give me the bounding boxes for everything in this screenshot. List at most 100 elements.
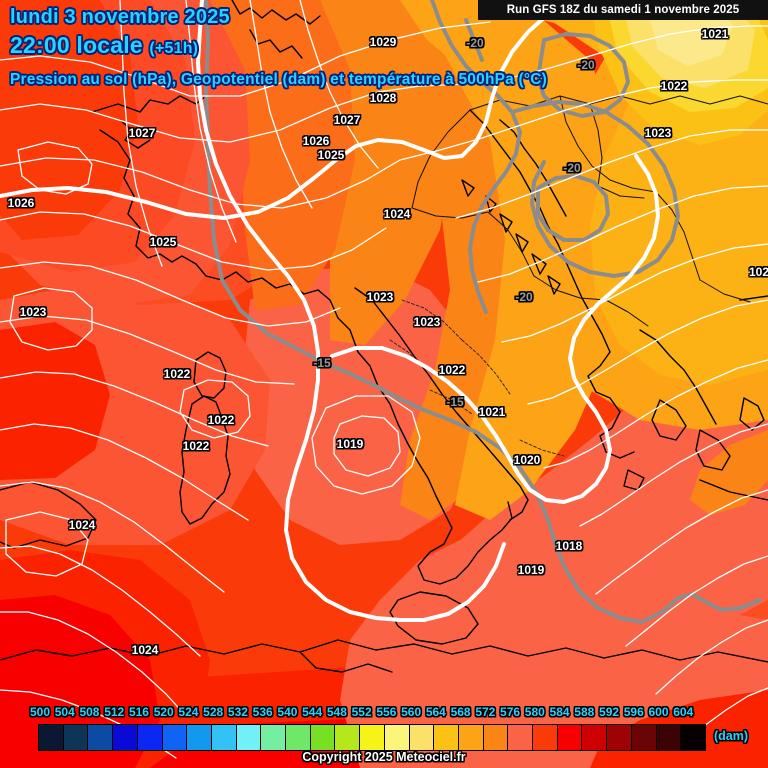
legend-swatch — [335, 725, 361, 750]
isobar-label: 1023 — [366, 290, 394, 304]
isobar-label: 1028 — [369, 91, 397, 105]
forecast-date-line: lundi 3 novembre 2025 — [10, 6, 230, 28]
isobar-label: 1027 — [333, 113, 361, 127]
copyright-notice: Copyright 2025 Meteociel.fr — [302, 750, 466, 764]
legend-tick: 512 — [104, 705, 125, 719]
legend-swatch — [483, 725, 509, 750]
legend-swatch — [39, 725, 64, 750]
legend-swatch — [187, 725, 212, 750]
legend-tick: 528 — [203, 705, 224, 719]
temperature-contour-label: -20 — [466, 36, 484, 50]
isobar-label: 1022 — [660, 79, 688, 93]
legend-tick: 552 — [351, 705, 372, 719]
forecast-time-line: 22:00 locale (+51h) — [10, 32, 198, 59]
legend-swatch — [533, 725, 558, 750]
legend-unit-label: (dam) — [714, 729, 749, 743]
temperature-contour-label: -20 — [577, 58, 595, 72]
legend-swatch — [458, 725, 484, 750]
forecast-lead-time: (+51h) — [149, 40, 199, 57]
legend-tick: 536 — [252, 705, 273, 719]
legend-tick: 580 — [524, 705, 545, 719]
legend-swatch — [384, 725, 410, 750]
legend-tick: 500 — [29, 705, 51, 719]
legend-swatch — [557, 725, 583, 750]
temperature-contour-label: -15 — [446, 395, 464, 409]
isobar-label: 1023 — [19, 305, 47, 319]
legend-tick: 600 — [648, 705, 669, 719]
legend-swatch — [113, 725, 138, 750]
temperature-contour-label: -20 — [515, 290, 533, 304]
legend-tick: 508 — [79, 705, 100, 719]
isobar-label: 1025 — [317, 148, 345, 162]
legend-swatch — [63, 725, 89, 750]
legend-swatch — [236, 725, 262, 750]
color-scale-legend: 500 504 508 512 516 520 524 528 532 536 540 544 548 5… — [0, 705, 768, 768]
legend-color-swatches — [38, 724, 706, 751]
isobar-label: 1022 — [182, 439, 210, 453]
legend-swatch — [631, 725, 657, 750]
legend-tick: 596 — [623, 705, 644, 719]
legend-swatch — [434, 725, 459, 750]
legend-tick: 524 — [178, 705, 199, 719]
isobar-label: 1023 — [413, 315, 441, 329]
legend-swatch — [88, 725, 114, 750]
isobar-label: 1025 — [149, 235, 177, 249]
legend-tick: 576 — [500, 705, 521, 719]
legend-tick: 556 — [376, 705, 397, 719]
legend-swatch — [137, 725, 163, 750]
legend-swatch — [162, 725, 188, 750]
temperature-contour-label: -20 — [563, 161, 581, 175]
forecast-parameters-line: Pression au sol (hPa), Geopotentiel (dam… — [10, 71, 547, 88]
legend-tick: 532 — [227, 705, 248, 719]
legend-swatch — [681, 725, 705, 750]
isobar-label: 1022 — [438, 363, 466, 377]
legend-tick: 504 — [54, 705, 75, 719]
forecast-time-local: 22:00 locale — [10, 32, 143, 58]
isobar-label: 1021 — [478, 405, 506, 419]
legend-tick-labels: 500 504 508 512 516 520 524 528 532 536 540 544 548 5… — [0, 705, 768, 723]
legend-swatch — [286, 725, 311, 750]
isobar-label: 102 — [748, 265, 768, 279]
model-run-banner: Run GFS 18Z du samedi 1 novembre 2025 — [478, 0, 768, 20]
isobar-label: 1022 — [163, 367, 191, 381]
isobar-label: 1023 — [644, 126, 672, 140]
legend-swatch — [261, 725, 287, 750]
legend-swatch — [211, 725, 237, 750]
legend-swatch — [310, 725, 336, 750]
isobar-label: 1029 — [369, 35, 397, 49]
legend-tick: 560 — [401, 705, 422, 719]
legend-swatch — [409, 725, 435, 750]
legend-swatch — [607, 725, 632, 750]
isobar-label: 1024 — [68, 518, 96, 532]
isobar-label: 1026 — [302, 134, 330, 148]
legend-tick: 540 — [277, 705, 298, 719]
isobar-label: 1027 — [128, 126, 156, 140]
isobar-label: 1022 — [207, 413, 235, 427]
temperature-contour-label: -15 — [313, 356, 331, 370]
legend-tick: 572 — [475, 705, 496, 719]
isobar-label: 1024 — [383, 207, 411, 221]
legend-tick: 592 — [599, 705, 620, 719]
isobar-label: 1018 — [555, 539, 583, 553]
legend-tick: 564 — [425, 705, 446, 719]
legend-tick: 548 — [326, 705, 347, 719]
isobar-label: 1021 — [701, 27, 729, 41]
legend-tick: 568 — [450, 705, 471, 719]
isobar-label: 1024 — [131, 643, 159, 657]
isobar-label: 1020 — [513, 453, 541, 467]
isobar-label: 1019 — [517, 563, 545, 577]
legend-swatch — [508, 725, 534, 750]
legend-tick: 584 — [549, 705, 570, 719]
legend-tick: 588 — [574, 705, 595, 719]
legend-swatch — [582, 725, 608, 750]
legend-swatch — [656, 725, 682, 750]
legend-tick: 516 — [128, 705, 149, 719]
legend-tick: 544 — [302, 705, 323, 719]
legend-tick: 604 — [673, 705, 694, 719]
legend-swatch — [360, 725, 385, 750]
isobar-label: 1019 — [336, 437, 364, 451]
isobar-label: 1026 — [7, 196, 35, 210]
legend-tick: 520 — [153, 705, 174, 719]
